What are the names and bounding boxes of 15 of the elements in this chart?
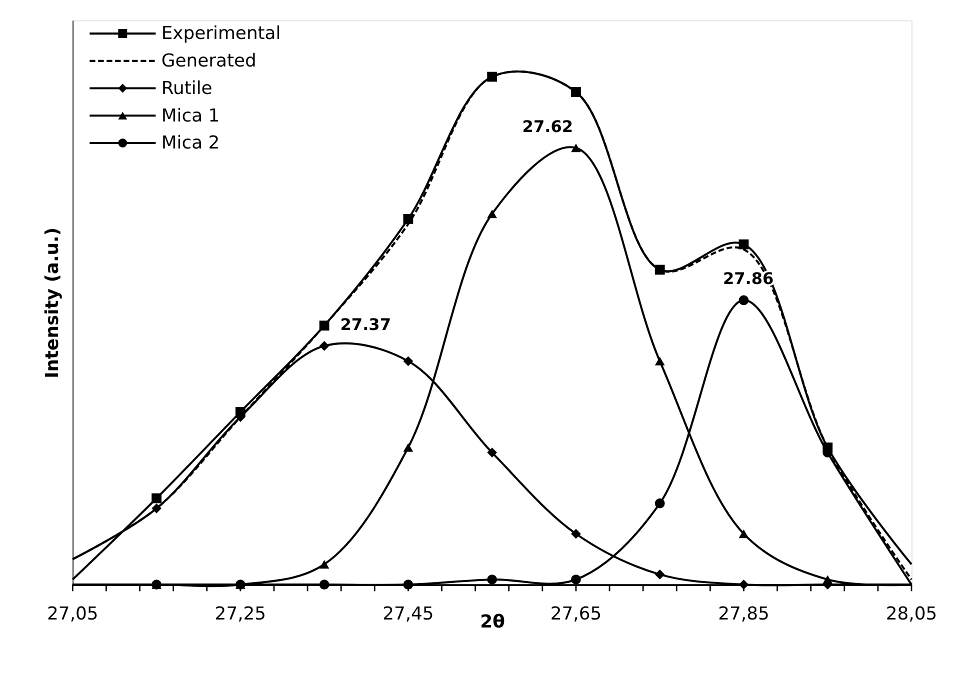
- legend-label: Mica 2: [161, 132, 220, 154]
- x-axis-title: 2θ: [480, 612, 505, 633]
- legend-label: Mica 1: [161, 105, 220, 126]
- x-tick-label: 28,05: [886, 604, 938, 625]
- legend-label: Generated: [161, 50, 256, 72]
- x-tick-label: 27,65: [550, 604, 602, 625]
- x-tick-label: 27,05: [47, 604, 98, 625]
- x-tick-label: 27,85: [718, 604, 770, 625]
- legend-label: Rutile: [161, 78, 212, 99]
- x-tick-label: 27,25: [214, 604, 266, 625]
- legend-label: Experimental: [161, 23, 281, 44]
- y-axis-title: Intensity (a.u.): [42, 227, 64, 378]
- annotation: 27.37: [340, 314, 391, 334]
- x-tick-label: 27,45: [382, 604, 434, 625]
- annotation: 27.62: [522, 116, 574, 136]
